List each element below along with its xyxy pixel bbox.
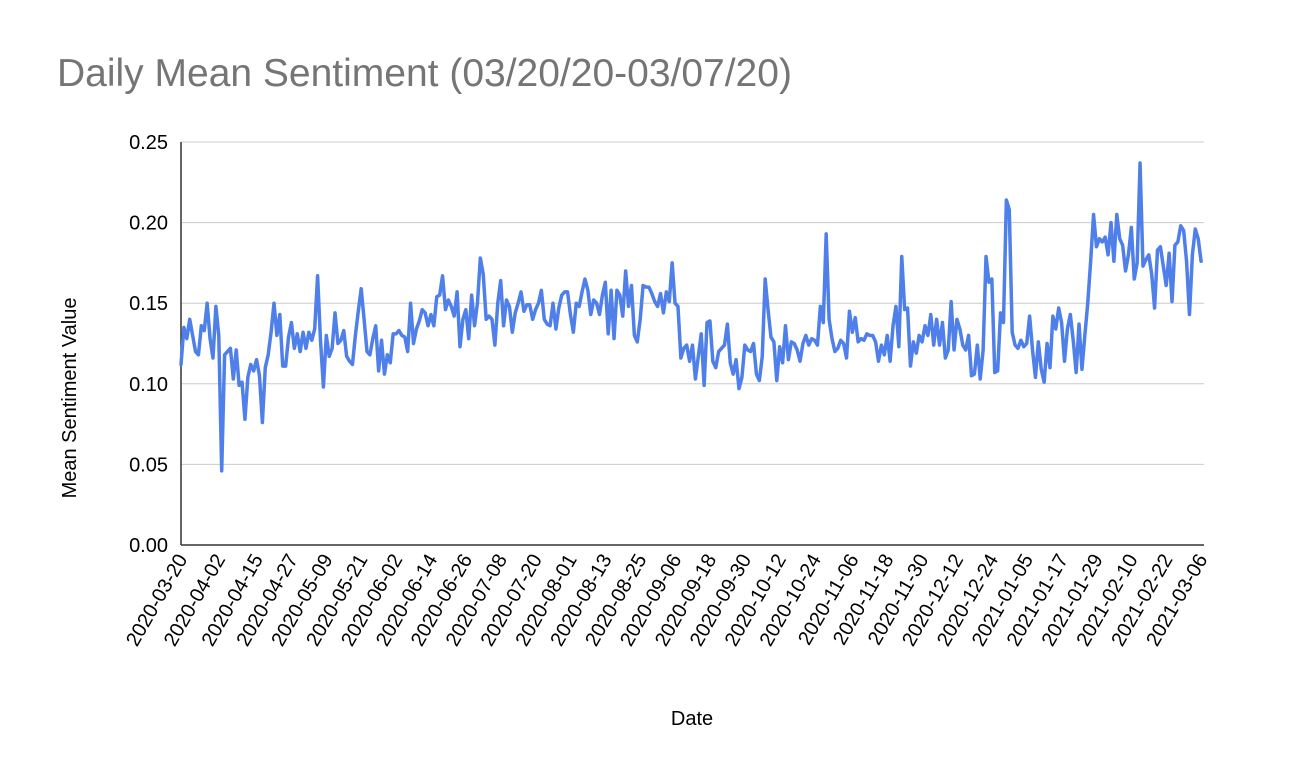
y-axis-ticks: 0.00 0.05 0.10 0.15 0.20 0.25 (129, 132, 168, 557)
x-axis-ticks: 2020-03-202020-04-022020-04-152020-04-27… (122, 551, 1212, 651)
x-axis-label: Date (671, 708, 713, 730)
y-tick-label: 0.00 (129, 535, 168, 557)
y-tick-label: 0.25 (129, 132, 168, 154)
series-line (179, 161, 1203, 473)
y-tick-label: 0.05 (129, 454, 168, 476)
y-tick-label: 0.15 (129, 293, 168, 315)
series-layer (179, 161, 1203, 473)
gridlines (180, 141, 1204, 546)
y-tick-label: 0.10 (129, 374, 168, 396)
chart-title: Daily Mean Sentiment (03/20/20-03/07/20) (57, 52, 792, 95)
y-axis-label: Mean Sentiment Value (59, 298, 81, 499)
y-tick-label: 0.20 (129, 213, 168, 235)
